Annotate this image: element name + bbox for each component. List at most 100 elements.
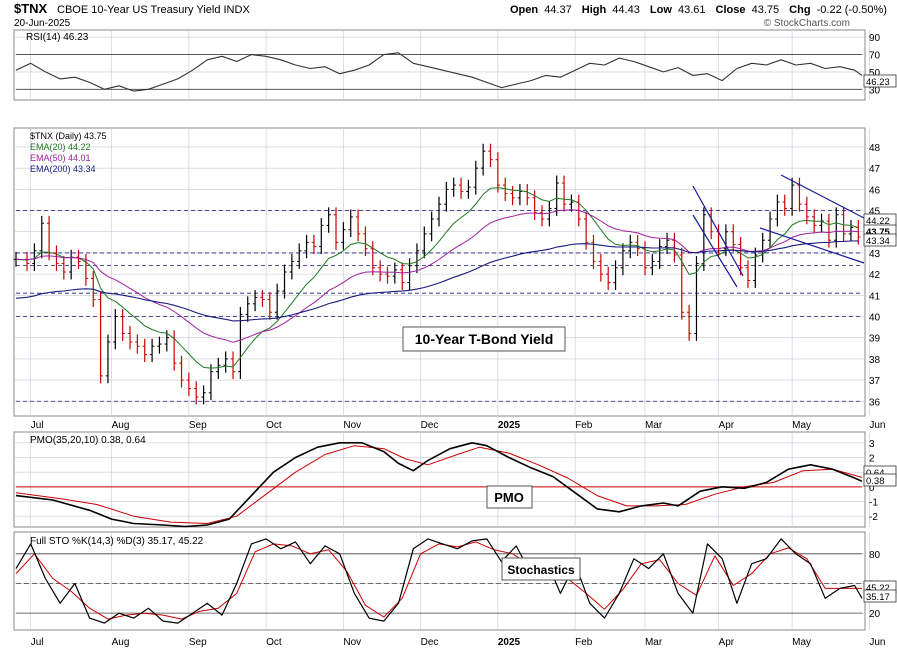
- pmo-panel: [13, 431, 866, 528]
- symbol-description: CBOE 10-Year US Treasury Yield INDX: [57, 4, 250, 16]
- price-last-value: 43.75: [866, 227, 890, 238]
- price-tick-label: 40: [869, 313, 881, 324]
- ema20-legend: EMA(20) 44.22: [30, 142, 91, 152]
- pmo-tick-label: 3: [869, 439, 875, 450]
- x-axis-label: Dec: [421, 637, 439, 648]
- x-axis-label: Nov: [343, 420, 361, 431]
- down-channel-upper-line: [780, 174, 865, 219]
- stochastics-annotation-box: [501, 557, 581, 581]
- pmo-last-value: 0.38: [866, 476, 885, 487]
- sto-k-last-value: 35.17: [866, 592, 890, 603]
- ohlc-readout: Open 44.37 High 44.43 Low 43.61 Close 43…: [510, 4, 887, 16]
- x-axis-label: Feb: [575, 420, 593, 431]
- pmo-last-value-box: [863, 473, 897, 487]
- pmo-title: PMO(35,20,10) 0.38, 0.64: [30, 435, 146, 446]
- sto-d-line: [15, 541, 862, 620]
- rsi-tick-label: 70: [869, 51, 881, 62]
- ema50-line: [15, 209, 859, 343]
- x-axis-label: Jun: [869, 637, 885, 648]
- watermark: © StockCharts.com: [764, 18, 850, 29]
- falling-wedge-lower-line: [692, 214, 738, 288]
- symbol-label: $TNX: [14, 1, 48, 16]
- falling-wedge-upper-line: [692, 185, 744, 277]
- sto-k-last-value-box: [863, 589, 897, 603]
- low-value: 43.61: [678, 4, 706, 16]
- open-label: Open: [510, 4, 538, 16]
- pmo-line: [15, 441, 863, 528]
- x-axis-label: May: [792, 420, 811, 431]
- price-tick-label: 48: [869, 143, 881, 154]
- low-label: Low: [650, 4, 672, 16]
- rsi-last-value: 46.23: [866, 77, 890, 88]
- price-tick-label: 45: [869, 207, 881, 218]
- x-axis-label: Apr: [719, 420, 735, 431]
- ema20-line: [15, 187, 859, 369]
- x-axis-label: Apr: [719, 637, 735, 648]
- trendlines: [692, 174, 865, 288]
- chg-value: -0.22 (-0.50%): [817, 4, 887, 16]
- sto-tick-label: 80: [869, 550, 881, 561]
- x-axis-label: Sep: [189, 420, 207, 431]
- ema200-last-value-box: [863, 233, 897, 247]
- open-value: 44.37: [544, 4, 572, 16]
- price-tick-label: 46: [869, 185, 881, 196]
- x-axis-label: Nov: [343, 637, 361, 648]
- pmo-tick-label: 2: [869, 453, 875, 464]
- pmo-signal-line: [15, 445, 863, 524]
- price-annotation-box: [402, 326, 566, 352]
- pmo-signal-last-value: 0.64: [866, 468, 885, 479]
- pmo-tick-label: -2: [869, 512, 878, 523]
- price-tick-label: 41: [869, 291, 881, 302]
- stochastics-annotation: Stochastics: [507, 563, 575, 577]
- stochastics-title: Full STO %K(14,3) %D(3) 35.17, 45.22: [30, 536, 204, 547]
- x-axis-label: Jul: [31, 637, 44, 648]
- rsi-tick-label: 30: [869, 85, 881, 96]
- x-axis-label: Sep: [189, 637, 207, 648]
- ema200-legend: EMA(200) 43.34: [30, 164, 96, 174]
- chart-header: $TNX CBOE 10-Year US Treasury Yield INDX…: [14, 1, 887, 29]
- x-axis-label: Dec: [421, 420, 439, 431]
- series-layer: [13, 52, 863, 624]
- ema50-legend: EMA(50) 44.01: [30, 153, 91, 163]
- x-axis-label: 2025: [498, 637, 521, 648]
- rsi-panel: [13, 29, 866, 101]
- rsi-last-value-box: [863, 74, 897, 88]
- x-axis-label: Oct: [266, 420, 282, 431]
- ema200-last-value: 43.34: [866, 236, 890, 247]
- rsi-line: [15, 52, 863, 92]
- sto-tick-label: 20: [869, 609, 881, 620]
- pmo-tick-label: 0: [869, 483, 875, 494]
- price-series-title: $TNX (Daily) 43.75: [30, 131, 107, 141]
- high-value: 44.43: [612, 4, 640, 16]
- x-axis-label: Jul: [31, 420, 44, 431]
- close-label: Close: [716, 4, 746, 16]
- chart-date: 20-Jun-2025: [14, 18, 71, 29]
- rsi-title: RSI(14) 46.23: [26, 32, 89, 43]
- ema20-last-value: 44.22: [866, 216, 890, 227]
- price-tick-label: 43: [869, 249, 881, 260]
- rsi-tick-label: 90: [869, 33, 881, 44]
- price-panel: [13, 127, 866, 417]
- x-axis-label: Mar: [645, 420, 663, 431]
- chg-label: Chg: [789, 4, 810, 16]
- price-tick-label: 36: [869, 397, 881, 408]
- x-axis-label: Mar: [645, 637, 663, 648]
- label-layer: RSI(14) 46.23 $TNX (Daily) 43.75 EMA(20)…: [26, 32, 581, 581]
- price-tick-label: 39: [869, 334, 881, 345]
- price-annotation: 10-Year T-Bond Yield: [415, 331, 554, 347]
- x-axis-label: Aug: [112, 420, 130, 431]
- axis-layer: Jul Jul Aug Aug Sep Sep Oct Oct Nov Nov Dec Dec 2025…: [31, 33, 897, 648]
- x-axis-label: Aug: [112, 637, 130, 648]
- price-tick-label: 42: [869, 270, 881, 281]
- close-value: 43.75: [752, 4, 780, 16]
- x-axis-label: Oct: [266, 637, 282, 648]
- sto-d-last-value: 45.22: [866, 583, 890, 594]
- price-tick-label: 38: [869, 355, 881, 366]
- x-axis-label: 2025: [498, 420, 521, 431]
- stochastics-panel: [13, 531, 866, 631]
- down-channel-lower-line: [759, 227, 865, 264]
- pmo-annotation-box: [486, 485, 533, 509]
- pmo-annotation: PMO: [494, 490, 524, 505]
- x-axis-label: Feb: [575, 637, 593, 648]
